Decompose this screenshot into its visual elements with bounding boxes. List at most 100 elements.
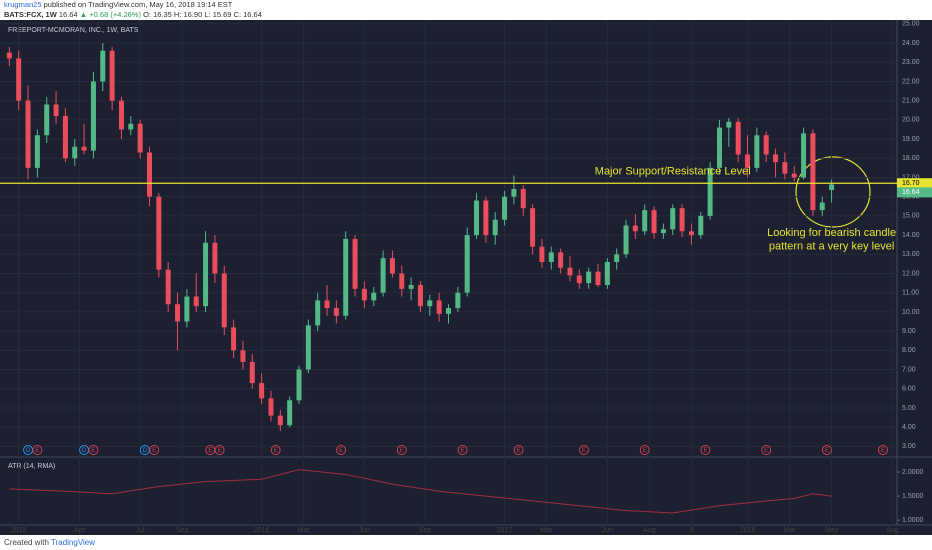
- candle-body: [53, 104, 59, 117]
- candle-body: [502, 196, 508, 220]
- y-tick-label: 7.00: [902, 366, 916, 373]
- candle-body: [203, 242, 209, 307]
- y-tick-label: 20.00: [902, 117, 920, 124]
- event-marker: [513, 445, 524, 455]
- candle-body: [829, 184, 835, 190]
- event-label: E: [643, 448, 647, 454]
- candle-body: [595, 271, 601, 286]
- event-label: D: [82, 448, 87, 454]
- header-line: BATS:FCX, 1W 16.64 ▲ +0.68 (+4.26%) O: 1…: [4, 10, 262, 20]
- last-price-label: 16.64: [902, 189, 920, 196]
- event-marker: [88, 445, 99, 455]
- candle-body: [371, 292, 377, 301]
- candle-body: [446, 308, 451, 314]
- candle-body: [156, 196, 162, 270]
- candle-body: [455, 292, 461, 309]
- event-label: E: [703, 448, 707, 454]
- candle-body: [100, 50, 106, 82]
- highlight-circle: [795, 156, 871, 228]
- header-line: krugman25 published on TradingView.com, …: [4, 0, 262, 10]
- event-label: D: [26, 448, 31, 454]
- candle-body: [343, 238, 349, 316]
- candle-body: [782, 162, 788, 174]
- event-label: E: [208, 448, 212, 454]
- event-marker: [149, 445, 160, 455]
- chart-title: FREEPORT-MCMORAN, INC., 1W, BATS: [8, 27, 139, 34]
- event-marker: [457, 445, 468, 455]
- candle-body: [361, 288, 367, 301]
- candle-body: [530, 208, 536, 247]
- candle-body: [109, 50, 115, 101]
- price: 16.64: [58, 10, 78, 19]
- candle-body: [193, 296, 199, 307]
- event-label: E: [152, 448, 156, 454]
- y-tick-label: 23.00: [902, 59, 920, 66]
- candle-body: [44, 104, 50, 136]
- event-label: E: [461, 448, 465, 454]
- candle-body: [287, 400, 293, 426]
- chart: FREEPORT-MCMORAN, INC., 1W, BATS ATR (14…: [0, 20, 932, 535]
- candle-body: [632, 225, 638, 232]
- x-tick-label: Mar: [784, 527, 797, 534]
- x-tick-label: Mar: [298, 527, 311, 534]
- candle-body: [670, 208, 676, 230]
- candle-body: [436, 300, 442, 314]
- y-tick-label: 10.00: [902, 309, 920, 316]
- change: ▲ +0.68 (+4.26%): [79, 10, 141, 19]
- event-marker: [214, 445, 225, 455]
- brand[interactable]: TradingView: [51, 538, 96, 547]
- candle-body: [296, 369, 302, 401]
- x-tick-label: Sep: [419, 527, 432, 534]
- candle-body: [735, 121, 741, 155]
- event-label: E: [400, 448, 404, 454]
- candle-body: [492, 219, 498, 236]
- candle-body: [474, 200, 480, 236]
- x-tick-label: Aug: [643, 527, 656, 534]
- level-label-box: [897, 178, 932, 189]
- candle-body: [305, 325, 311, 370]
- event-marker: [639, 445, 650, 455]
- event-marker: [336, 445, 347, 455]
- candle-body: [707, 167, 713, 216]
- event-label: E: [825, 448, 829, 454]
- x-tick-label: 2018: [740, 527, 756, 534]
- candle-body: [520, 189, 526, 209]
- y-tick-label: 14.00: [902, 232, 920, 239]
- candle-body: [62, 116, 68, 159]
- candle-body: [427, 300, 433, 307]
- candle-body: [642, 210, 648, 232]
- y-tick-label: 22.00: [902, 78, 920, 85]
- event-marker: [396, 445, 407, 455]
- footer: Created with TradingView: [4, 538, 95, 547]
- symbol: BATS:FCX, 1W: [4, 10, 57, 19]
- ohlc: O: 16.35 H: 16.90 L: 15.69 C: 16.64: [143, 10, 262, 19]
- x-tick-label: 9: [689, 527, 693, 534]
- candle-body: [315, 300, 321, 326]
- candle-body: [726, 121, 732, 128]
- y-tick-label: 12.00: [902, 270, 920, 277]
- candle-body: [548, 252, 554, 262]
- candle-body: [240, 350, 246, 362]
- candle-body: [249, 361, 255, 383]
- candle-body: [614, 254, 620, 262]
- x-tick-label: 2015: [11, 527, 27, 534]
- x-tick-label: Jun: [602, 527, 613, 534]
- candle-body: [688, 231, 694, 236]
- x-tick-label: Apr: [74, 527, 86, 534]
- candle-body: [259, 382, 265, 399]
- x-tick-label: Mar: [541, 527, 554, 534]
- y-tick-label: 15.00: [902, 213, 920, 220]
- y-tick-label: 25.00: [902, 21, 920, 28]
- candle-body: [25, 100, 31, 168]
- candle-body: [623, 225, 629, 255]
- y-tick-label: 13.00: [902, 251, 920, 258]
- indicator-tick-label: 2.0000: [902, 469, 924, 476]
- candle-body: [128, 123, 134, 130]
- event-marker: [877, 445, 888, 455]
- candle-body: [118, 100, 124, 130]
- candle-body: [576, 275, 582, 284]
- user[interactable]: krugman25: [4, 0, 42, 9]
- candle-body: [6, 52, 12, 59]
- candle-body: [147, 152, 152, 197]
